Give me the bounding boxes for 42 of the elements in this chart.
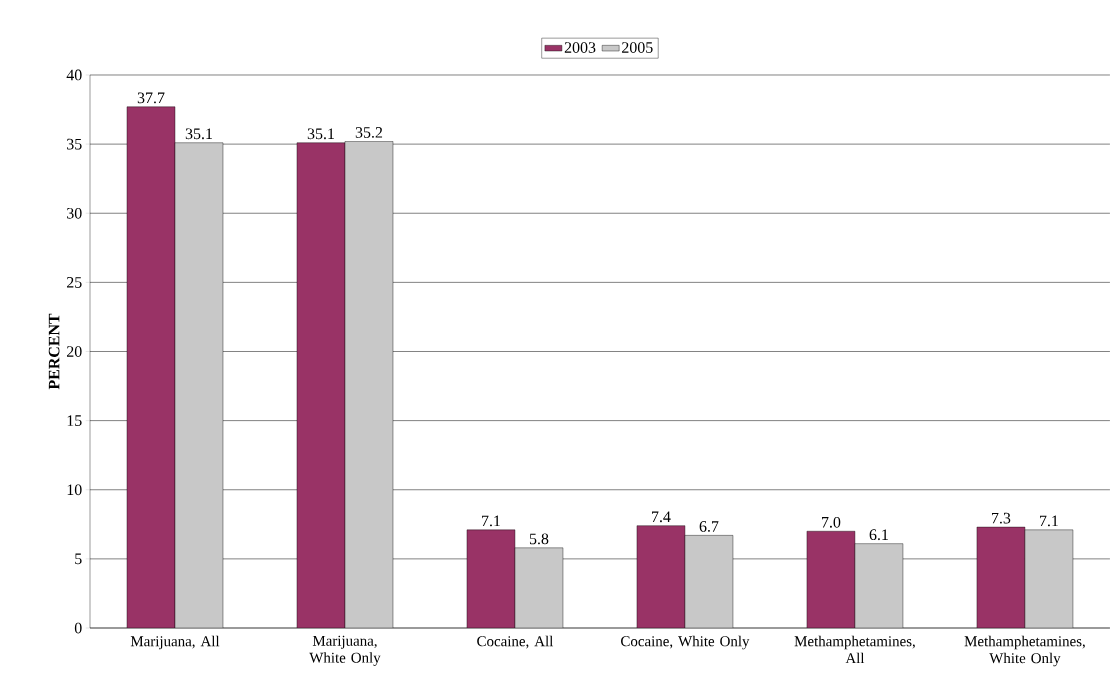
data-label: 5.8 (529, 533, 549, 545)
data-label: 7.3 (992, 512, 1011, 524)
bar (854, 543, 904, 628)
data-label: 7.1 (482, 515, 500, 527)
data-label: 7.0 (822, 516, 841, 528)
y-tick-label: 10 (67, 484, 82, 496)
y-tick-label: 15 (67, 415, 82, 426)
bar (126, 106, 176, 628)
bar (806, 531, 856, 628)
bar (976, 526, 1026, 628)
data-label: 35.2 (355, 127, 383, 138)
bar (296, 142, 346, 628)
y-tick-label: 30 (67, 207, 82, 219)
data-label: 35.1 (307, 128, 334, 140)
y-tick-label: 20 (66, 346, 82, 357)
y-tick-label: 40 (66, 69, 82, 81)
data-label: 6.7 (699, 521, 719, 532)
data-label: 7.1 (1040, 515, 1058, 527)
data-label: 6.1 (869, 529, 888, 541)
y-tick-label: 0 (74, 622, 82, 634)
data-label: 37.7 (137, 92, 165, 104)
bar (344, 141, 394, 628)
legend-label: 2003 (564, 42, 596, 53)
bar (466, 529, 516, 628)
x-tick-label: Marijuana, White Only (309, 635, 381, 666)
y-tick-label: 25 (66, 277, 82, 288)
y-axis-title: PERCENT (48, 313, 60, 390)
x-tick-label: Cocaine, White Only (621, 635, 750, 650)
data-label: 35.1 (185, 128, 212, 140)
bar (636, 525, 686, 628)
bar (514, 547, 564, 628)
x-tick-label: Methamphetamines, All (794, 635, 915, 664)
y-tick-label: 35 (67, 138, 82, 150)
x-tick-label: Methamphetamines, White Only (964, 635, 1085, 667)
legend-label: 2005 (622, 42, 653, 53)
x-tick-label: Marijuana, All (130, 635, 220, 650)
bar (684, 535, 734, 628)
bar (174, 142, 224, 628)
y-tick-label: 5 (75, 553, 82, 565)
bar (1024, 529, 1074, 628)
data-label: 7.4 (652, 511, 671, 523)
x-tick-label: Cocaine, All (477, 635, 554, 649)
